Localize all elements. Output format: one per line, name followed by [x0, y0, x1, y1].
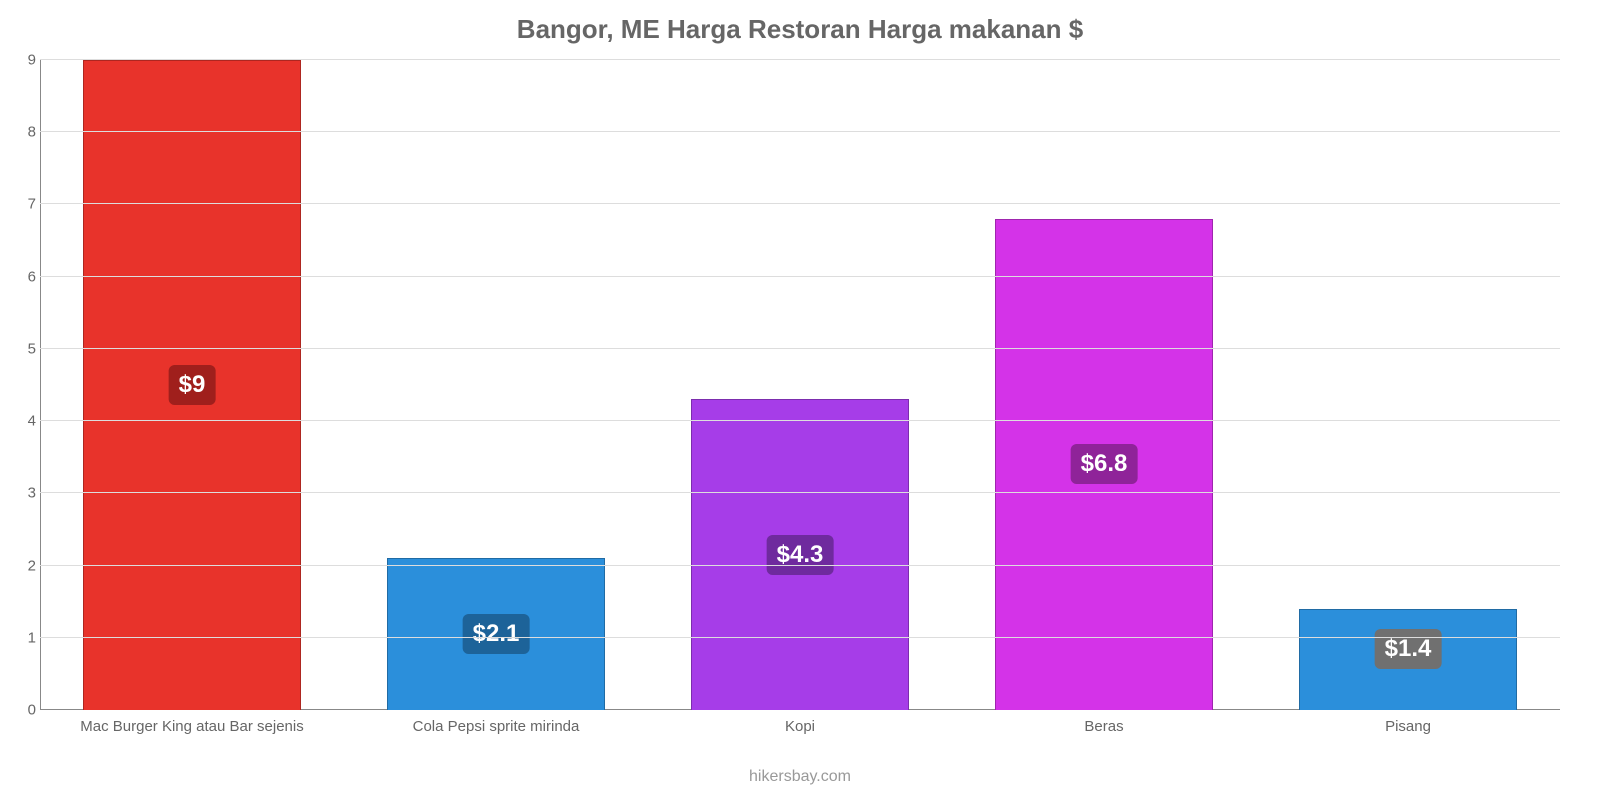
ytick-label: 4	[12, 413, 36, 430]
chart-container: Bangor, ME Harga Restoran Harga makanan …	[0, 0, 1600, 800]
xtick-label: Beras	[1084, 718, 1123, 735]
bar-slot: $1.4Pisang	[1256, 60, 1560, 710]
plot-area: $9Mac Burger King atau Bar sejenis$2.1Co…	[40, 60, 1560, 710]
ytick-label: 6	[12, 268, 36, 285]
ytick-label: 8	[12, 124, 36, 141]
bars-layer: $9Mac Burger King atau Bar sejenis$2.1Co…	[40, 60, 1560, 710]
ytick-label: 9	[12, 52, 36, 69]
chart-caption: hikersbay.com	[0, 768, 1600, 786]
bar-value-label: $6.8	[1071, 444, 1138, 484]
xtick-label: Pisang	[1385, 718, 1431, 735]
bar-slot: $9Mac Burger King atau Bar sejenis	[40, 60, 344, 710]
bar-value-label: $2.1	[463, 614, 530, 654]
bar-slot: $6.8Beras	[952, 60, 1256, 710]
xtick-label: Kopi	[785, 718, 815, 735]
bar-value-label: $9	[169, 365, 216, 405]
gridline	[40, 203, 1560, 204]
bar-value-label: $4.3	[767, 535, 834, 575]
ytick-label: 0	[12, 702, 36, 719]
bar-value-label: $1.4	[1375, 629, 1442, 669]
ytick-label: 5	[12, 340, 36, 357]
gridline	[40, 492, 1560, 493]
xtick-label: Mac Burger King atau Bar sejenis	[80, 718, 303, 735]
ytick-label: 1	[12, 629, 36, 646]
gridline	[40, 276, 1560, 277]
ytick-label: 7	[12, 196, 36, 213]
ytick-label: 2	[12, 557, 36, 574]
gridline	[40, 348, 1560, 349]
gridline	[40, 420, 1560, 421]
bar-slot: $2.1Cola Pepsi sprite mirinda	[344, 60, 648, 710]
gridline	[40, 565, 1560, 566]
ytick-label: 3	[12, 485, 36, 502]
bar-slot: $4.3Kopi	[648, 60, 952, 710]
gridline	[40, 131, 1560, 132]
gridline	[40, 59, 1560, 60]
gridline	[40, 637, 1560, 638]
xtick-label: Cola Pepsi sprite mirinda	[413, 718, 580, 735]
chart-title: Bangor, ME Harga Restoran Harga makanan …	[0, 0, 1600, 45]
